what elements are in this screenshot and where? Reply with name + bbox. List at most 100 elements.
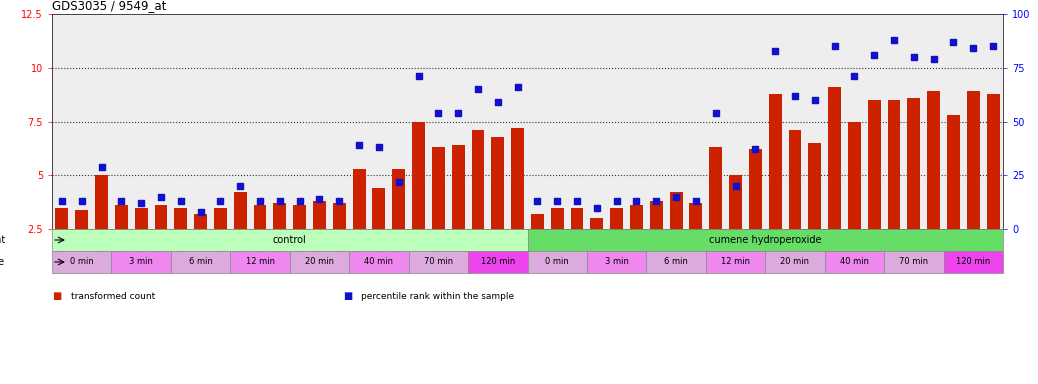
Bar [333, 203, 346, 229]
Point [54, 198, 71, 204]
Point [113, 198, 130, 204]
Point [449, 110, 466, 116]
Bar [769, 94, 782, 229]
Point [826, 43, 843, 49]
Bar [409, 251, 468, 273]
Point [985, 43, 1002, 49]
Bar [571, 207, 583, 229]
Bar [349, 251, 409, 273]
Point [351, 142, 367, 148]
Point [885, 37, 902, 43]
Text: time: time [0, 257, 5, 267]
Bar [511, 128, 524, 229]
Point [549, 198, 566, 204]
Text: transformed count: transformed count [71, 291, 155, 301]
Point [231, 183, 248, 189]
Point [311, 196, 328, 202]
Point [490, 99, 507, 105]
Text: control: control [273, 235, 306, 245]
Bar [824, 251, 884, 273]
Bar [527, 251, 586, 273]
Text: 6 min: 6 min [189, 258, 213, 266]
Text: cumene hydroperoxide: cumene hydroperoxide [709, 235, 821, 245]
Text: percentile rank within the sample: percentile rank within the sample [361, 291, 515, 301]
Text: 40 min: 40 min [364, 258, 393, 266]
Point [667, 194, 684, 200]
Point [172, 198, 189, 204]
Bar [848, 121, 861, 229]
Bar [527, 229, 1003, 251]
Point [252, 198, 269, 204]
Bar [468, 251, 527, 273]
Point [212, 198, 228, 204]
Point [905, 54, 922, 60]
Bar [586, 251, 647, 273]
Point [687, 198, 704, 204]
Point [648, 198, 664, 204]
Point [946, 39, 962, 45]
Point [925, 56, 941, 62]
Point [371, 144, 387, 151]
Bar [927, 91, 940, 229]
Text: 120 min: 120 min [956, 258, 990, 266]
Bar [884, 251, 944, 273]
Bar [253, 205, 267, 229]
Point [292, 198, 308, 204]
Text: 20 min: 20 min [781, 258, 810, 266]
Point [569, 198, 585, 204]
Text: agent: agent [0, 235, 5, 245]
Bar [907, 98, 921, 229]
Point [866, 52, 882, 58]
Bar [650, 201, 662, 229]
Bar [174, 207, 187, 229]
Point [708, 110, 725, 116]
Bar [194, 214, 207, 229]
Bar [551, 207, 564, 229]
Bar [412, 121, 425, 229]
Text: 12 min: 12 min [246, 258, 274, 266]
Text: 40 min: 40 min [840, 258, 869, 266]
Bar [670, 192, 683, 229]
Point [589, 204, 605, 210]
Bar [76, 210, 88, 229]
Bar [171, 251, 230, 273]
Point [807, 97, 823, 103]
Bar [947, 115, 960, 229]
Text: 0 min: 0 min [70, 258, 93, 266]
Bar [52, 229, 527, 251]
Bar [748, 149, 762, 229]
Bar [789, 130, 801, 229]
Bar [647, 251, 706, 273]
Point [608, 198, 625, 204]
Point [529, 198, 546, 204]
Bar [491, 137, 504, 229]
Text: 12 min: 12 min [721, 258, 750, 266]
Bar [630, 205, 643, 229]
Point [628, 198, 645, 204]
Bar [290, 251, 349, 273]
Point [410, 73, 427, 79]
Text: 70 min: 70 min [899, 258, 928, 266]
Point [192, 209, 209, 215]
Bar [765, 251, 824, 273]
Text: ■: ■ [52, 291, 61, 301]
Point [331, 198, 348, 204]
Point [93, 164, 110, 170]
Bar [55, 207, 69, 229]
Bar [610, 207, 623, 229]
Text: 6 min: 6 min [664, 258, 688, 266]
Bar [987, 94, 1000, 229]
Text: 20 min: 20 min [305, 258, 334, 266]
Bar [115, 205, 128, 229]
Bar [452, 145, 465, 229]
Point [272, 198, 289, 204]
Bar [591, 218, 603, 229]
Bar [293, 205, 306, 229]
Point [430, 110, 446, 116]
Bar [214, 207, 227, 229]
Point [390, 179, 407, 185]
Point [510, 84, 526, 90]
Point [728, 183, 744, 189]
Bar [432, 147, 444, 229]
Point [469, 86, 486, 92]
